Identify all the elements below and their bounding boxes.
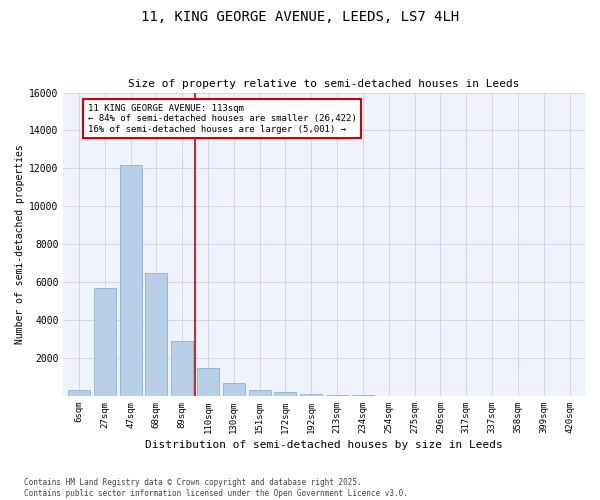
- Text: 11 KING GEORGE AVENUE: 113sqm
← 84% of semi-detached houses are smaller (26,422): 11 KING GEORGE AVENUE: 113sqm ← 84% of s…: [88, 104, 356, 134]
- Bar: [119, 164, 142, 396]
- Title: Size of property relative to semi-detached houses in Leeds: Size of property relative to semi-detach…: [128, 79, 520, 89]
- X-axis label: Distribution of semi-detached houses by size in Leeds: Distribution of semi-detached houses by …: [145, 440, 503, 450]
- Bar: [301, 394, 322, 396]
- Bar: [274, 392, 296, 396]
- Text: Contains HM Land Registry data © Crown copyright and database right 2025.
Contai: Contains HM Land Registry data © Crown c…: [24, 478, 408, 498]
- Bar: [68, 390, 90, 396]
- Bar: [197, 368, 219, 396]
- Y-axis label: Number of semi-detached properties: Number of semi-detached properties: [15, 144, 25, 344]
- Bar: [248, 390, 271, 396]
- Bar: [223, 382, 245, 396]
- Text: 11, KING GEORGE AVENUE, LEEDS, LS7 4LH: 11, KING GEORGE AVENUE, LEEDS, LS7 4LH: [141, 10, 459, 24]
- Bar: [94, 288, 116, 396]
- Bar: [171, 341, 193, 396]
- Bar: [326, 395, 348, 396]
- Bar: [145, 272, 167, 396]
